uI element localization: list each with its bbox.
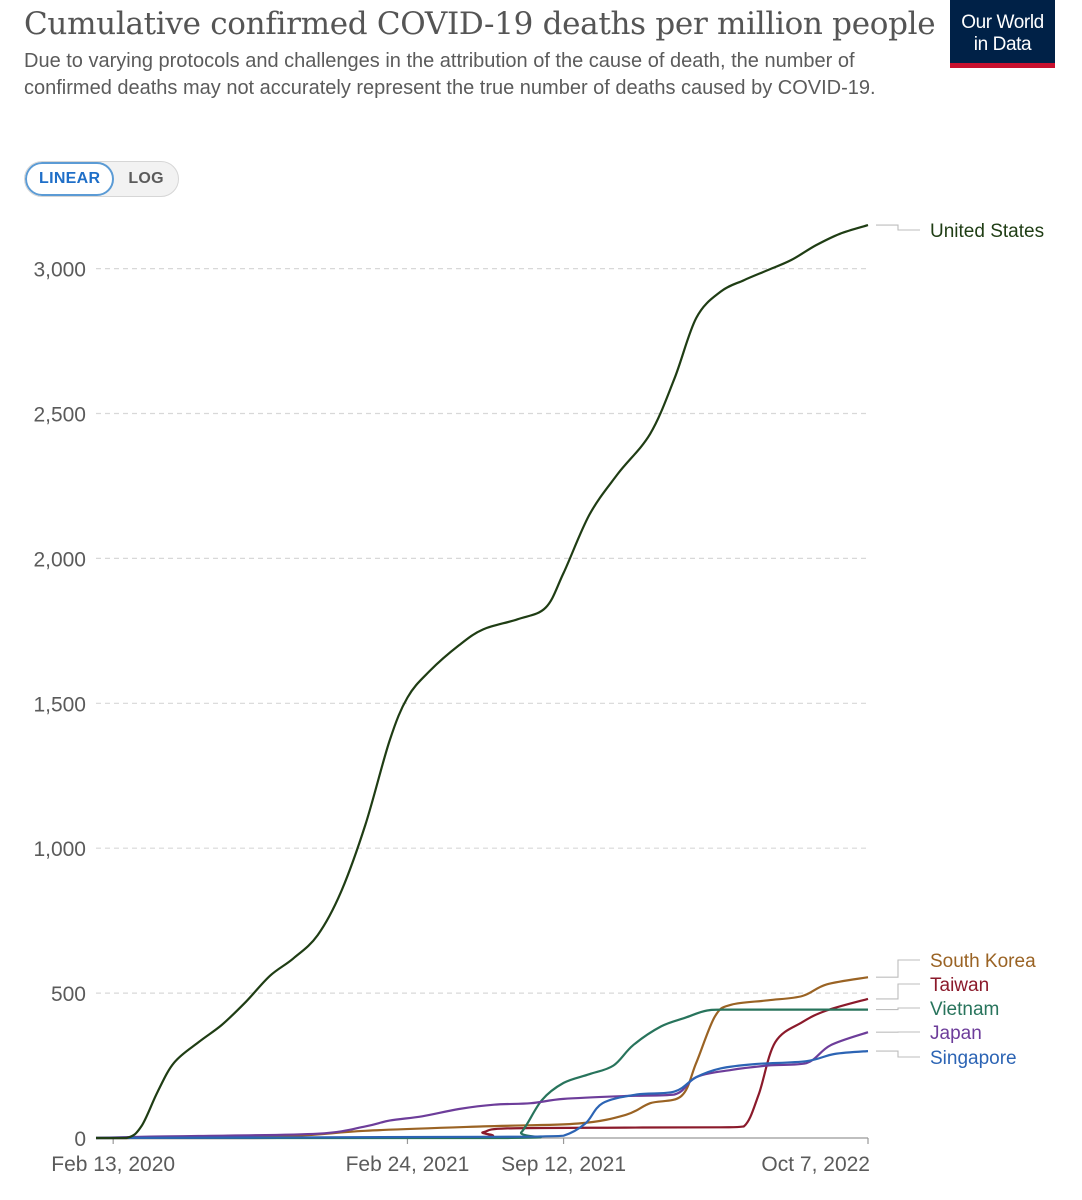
- series-label-united-states[interactable]: United States: [930, 221, 1044, 242]
- linear-scale-button[interactable]: LINEAR: [25, 162, 115, 196]
- x-tick-label: Feb 24, 2021: [346, 1153, 470, 1176]
- series-label-vietnam[interactable]: Vietnam: [930, 999, 999, 1020]
- label-connector-united-states: [876, 224, 920, 231]
- label-connector-singapore: [876, 1050, 920, 1058]
- label-connector-taiwan: [876, 983, 920, 1000]
- log-scale-button[interactable]: LOG: [128, 170, 164, 187]
- chart-subtitle: Due to varying protocols and challenges …: [24, 50, 876, 99]
- logo-line-1: Our World: [961, 12, 1044, 33]
- y-tick-label: 2,000: [33, 548, 86, 571]
- series-label-japan[interactable]: Japan: [930, 1023, 982, 1044]
- y-tick-label: 3,000: [33, 259, 86, 282]
- y-tick-label: 1,500: [33, 693, 86, 716]
- series-label-south-korea[interactable]: South Korea: [930, 951, 1036, 972]
- y-axis-ticks: 0 500 1,000 1,500 2,000 2,500 3,000: [33, 259, 86, 1151]
- y-tick-label: 2,500: [33, 404, 86, 427]
- series-line-united-states[interactable]: [96, 224, 869, 1140]
- grid-lines: [96, 268, 868, 994]
- owid-logo[interactable]: Our World in Data: [950, 0, 1055, 68]
- series-line-japan[interactable]: [95, 1031, 869, 1140]
- x-axis: Feb 13, 2020 Feb 24, 2021 Sep 12, 2021 Oct …: [51, 1137, 870, 1176]
- x-tick-label: Oct 7, 2022: [761, 1153, 870, 1176]
- chart-title: Cumulative confirmed COVID-19 deaths per…: [24, 6, 936, 42]
- series-label-singapore[interactable]: Singapore: [930, 1048, 1017, 1069]
- series-labels: South Korea Taiwan Vietnam Japan Singapore Un…: [876, 221, 1044, 1069]
- series-line-vietnam[interactable]: [96, 1008, 868, 1140]
- y-tick-label: 0: [74, 1128, 86, 1151]
- scale-toggle: LINEAR LOG: [24, 161, 179, 197]
- series-line-singapore[interactable]: [95, 1050, 869, 1140]
- label-connector-south-korea: [876, 959, 920, 978]
- x-tick-label: Sep 12, 2021: [501, 1153, 626, 1176]
- y-tick-label: 1,000: [33, 838, 86, 861]
- series-label-taiwan[interactable]: Taiwan: [930, 975, 989, 996]
- series-line-taiwan[interactable]: [95, 997, 869, 1140]
- logo-line-2: in Data: [973, 34, 1032, 55]
- series-lines: [95, 224, 869, 1140]
- label-connector-vietnam: [876, 1007, 920, 1011]
- x-tick-label: Feb 13, 2020: [51, 1153, 175, 1176]
- y-tick-label: 500: [51, 983, 86, 1006]
